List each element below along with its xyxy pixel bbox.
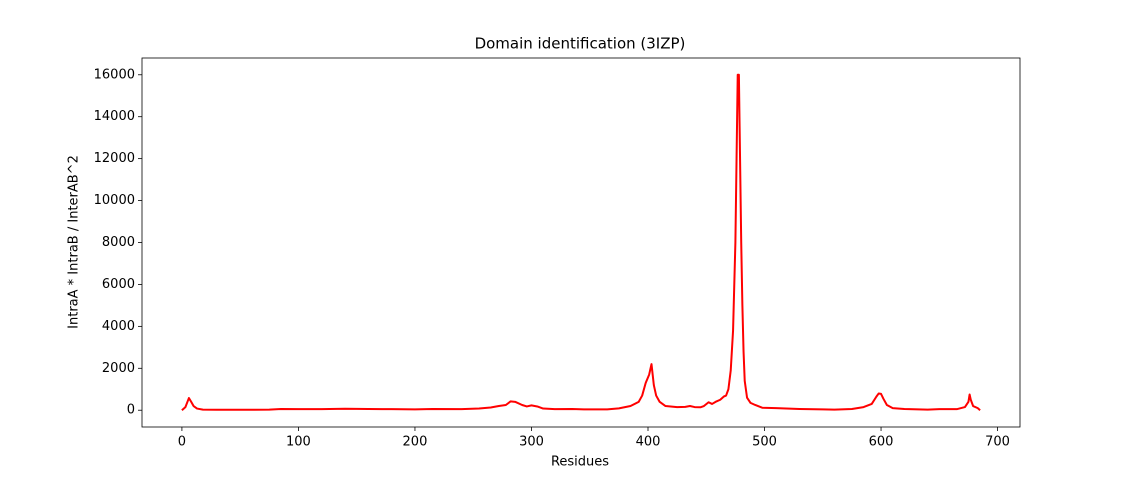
- x-tick-label: 700: [985, 435, 1010, 450]
- y-axis-label: IntraA * IntraB / InterAB^2: [67, 155, 82, 329]
- chart-title: Domain identification (3IZP): [475, 35, 686, 53]
- data-line: [181, 73, 981, 411]
- y-tick-label: 16000: [94, 67, 135, 82]
- x-tick-label: 0: [178, 435, 186, 450]
- x-tick-label: 200: [403, 435, 428, 450]
- plot-frame: [141, 57, 1021, 428]
- y-tick-label: 14000: [94, 109, 135, 124]
- y-tick-label: 4000: [102, 319, 135, 334]
- x-tick-label: 300: [519, 435, 544, 450]
- y-tick-label: 10000: [94, 193, 135, 208]
- y-tick-label: 0: [127, 403, 135, 418]
- x-axis-label: Residues: [551, 455, 609, 470]
- x-tick-label: 600: [869, 435, 894, 450]
- x-tick-label: 100: [286, 435, 311, 450]
- y-tick-label: 2000: [102, 361, 135, 376]
- x-tick-label: 500: [752, 435, 777, 450]
- x-tick-label: 400: [636, 435, 661, 450]
- y-tick-label: 12000: [94, 151, 135, 166]
- y-tick-label: 8000: [102, 235, 135, 250]
- y-tick-label: 6000: [102, 277, 135, 292]
